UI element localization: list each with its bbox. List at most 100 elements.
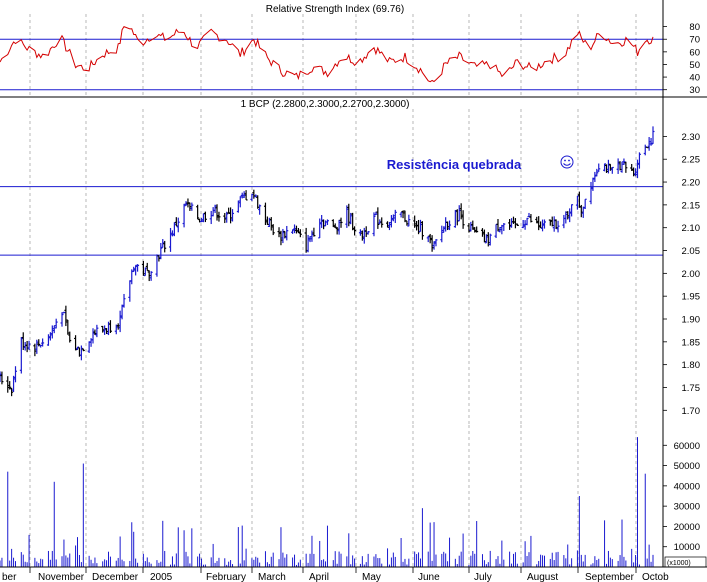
price-bar xyxy=(298,229,302,238)
month-label: August xyxy=(527,572,558,582)
price-bar xyxy=(132,266,136,273)
price-bar xyxy=(296,227,300,234)
price-bar xyxy=(147,270,151,282)
price-bar xyxy=(209,210,213,225)
price-bar xyxy=(60,312,64,327)
price-bar xyxy=(105,328,109,335)
price-bar xyxy=(603,163,607,172)
price-bar xyxy=(568,208,572,223)
price-bar xyxy=(201,213,205,223)
y-tick-label: 70 xyxy=(689,35,700,46)
price-bar xyxy=(0,371,2,383)
price-bar xyxy=(190,202,194,211)
price-bar xyxy=(294,225,298,234)
price-bar xyxy=(116,323,120,330)
price-bar xyxy=(467,223,471,233)
price-bar xyxy=(229,207,233,224)
resistance-annotation: Resistência quebrada xyxy=(387,157,522,172)
price-bar xyxy=(335,227,339,235)
price-bar xyxy=(6,376,10,393)
price-bar xyxy=(360,230,364,241)
price-bar xyxy=(308,236,312,243)
volume-bars xyxy=(0,437,654,567)
price-bar xyxy=(399,211,403,218)
y-tick-label: 2.05 xyxy=(682,246,701,257)
price-bar xyxy=(254,194,258,198)
price-bar xyxy=(134,264,138,276)
price-bar xyxy=(256,195,260,209)
price-bar xyxy=(27,340,31,351)
price-bar xyxy=(79,345,83,361)
price-bar xyxy=(25,341,29,353)
price-bar xyxy=(511,216,515,224)
price-bar xyxy=(66,319,70,335)
month-label: December xyxy=(92,572,139,582)
price-bar xyxy=(595,168,599,177)
price-bar xyxy=(566,211,570,220)
price-bar xyxy=(312,227,316,237)
price-bar xyxy=(430,235,434,252)
price-bar xyxy=(263,202,267,225)
month-label: March xyxy=(258,572,286,582)
y-tick-label: 50000 xyxy=(674,461,700,472)
price-bar xyxy=(444,217,448,232)
price-bar xyxy=(434,239,438,247)
month-label: ber xyxy=(2,572,17,582)
price-bar xyxy=(231,209,235,222)
price-bar xyxy=(161,239,165,249)
price-bar xyxy=(76,346,80,350)
price-bar xyxy=(461,210,465,229)
price-bar xyxy=(271,224,275,236)
price-bar xyxy=(593,171,597,182)
price-bar xyxy=(145,262,149,272)
price-bar xyxy=(269,217,273,231)
price-bar xyxy=(459,203,463,220)
price-bars xyxy=(0,126,655,397)
price-bar xyxy=(389,215,393,228)
month-label: September xyxy=(585,572,635,582)
price-bar xyxy=(372,212,376,237)
price-bar xyxy=(552,216,556,232)
y-tick-label: 40 xyxy=(689,73,700,84)
y-tick-label: 50 xyxy=(689,60,700,71)
price-bar xyxy=(184,201,188,206)
price-bar xyxy=(203,211,207,223)
price-bar xyxy=(64,305,68,327)
price-bar xyxy=(227,207,231,214)
price-bar xyxy=(643,144,647,156)
price-bar xyxy=(448,220,452,231)
y-tick-label: 80 xyxy=(689,22,700,33)
price-bar xyxy=(149,271,153,281)
price-bar xyxy=(541,219,545,232)
y-tick-label: 2.30 xyxy=(682,132,701,143)
price-bar xyxy=(285,225,289,241)
price-bar xyxy=(446,221,450,231)
price-bar xyxy=(252,189,256,199)
price-bar xyxy=(453,209,457,228)
price-bar xyxy=(496,218,500,232)
price-bar xyxy=(211,207,215,217)
price-bar xyxy=(420,221,424,240)
price-bar xyxy=(562,214,566,229)
rsi-series-line xyxy=(0,25,654,83)
price-bar xyxy=(325,219,329,225)
price-bar xyxy=(635,159,639,179)
price-bar xyxy=(521,219,525,229)
price-bar xyxy=(529,214,533,223)
price-bar xyxy=(556,220,560,233)
price-bar xyxy=(418,219,422,233)
price-bar xyxy=(502,223,506,231)
price-bar xyxy=(351,212,355,231)
price-bar xyxy=(159,242,163,260)
price-bar xyxy=(583,198,587,210)
price-bar xyxy=(306,234,310,253)
price-bar xyxy=(215,204,219,221)
y-tick-label: 2.15 xyxy=(682,200,701,211)
price-bar xyxy=(537,216,541,231)
y-tick-label: 2.25 xyxy=(682,155,701,166)
month-label: 2005 xyxy=(150,572,173,582)
price-bar xyxy=(10,387,14,397)
month-label: May xyxy=(362,572,381,582)
price-bar xyxy=(62,311,66,314)
price-bar xyxy=(128,280,132,302)
